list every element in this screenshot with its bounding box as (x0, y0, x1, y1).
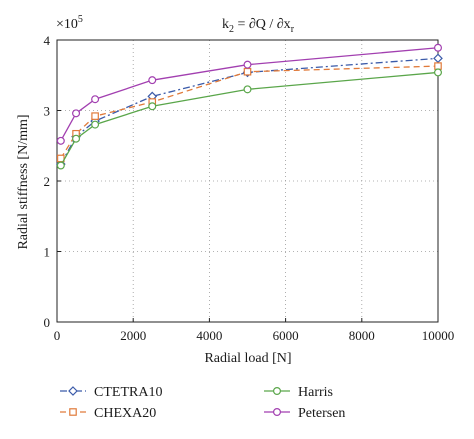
plot-frame (56, 39, 439, 323)
legend-swatch-marker (68, 386, 78, 396)
x-axis-label: Radial load [N] (204, 351, 291, 366)
data-point (434, 68, 443, 77)
x-tick-label: 4000 (196, 328, 222, 343)
y-multiplier-exponent: 5 (78, 14, 83, 25)
data-point (243, 60, 252, 69)
legend-label: CHEXA20 (94, 406, 156, 421)
x-tick-label: 8000 (349, 328, 375, 343)
title-base-subscript: 2 (229, 24, 234, 35)
data-point (56, 136, 65, 145)
grid-lines (57, 40, 438, 322)
legend-swatch-marker (273, 387, 282, 396)
data-point (243, 85, 252, 94)
y-axis-ticks: 0 1 2 3 4 (44, 33, 61, 330)
y-tick-label: 1 (44, 245, 51, 260)
x-tick-label: 6000 (273, 328, 299, 343)
y-multiplier: ×105 (56, 14, 83, 32)
x-axis-ticks: 0 2000 4000 6000 8000 10000 (54, 318, 455, 343)
data-point (91, 95, 100, 104)
y-tick-label: 3 (44, 104, 51, 119)
x-tick-label: 10000 (422, 328, 455, 343)
legend-entry: Harris (264, 385, 333, 400)
series-harris (56, 68, 443, 170)
data-point (243, 67, 252, 76)
y-tick-label: 4 (44, 33, 51, 48)
legend-label: CTETRA10 (94, 385, 162, 400)
title-end-subscript: r (291, 24, 295, 35)
y-multiplier-base: ×10 (56, 17, 78, 32)
chart-title: k2 = ∂Q / ∂xr (222, 17, 295, 35)
y-tick-label: 0 (44, 315, 51, 330)
data-point (91, 120, 100, 129)
legend-entry: CHEXA20 (60, 406, 156, 421)
title-middle: = ∂Q / ∂x (234, 17, 291, 32)
x-tick-label: 0 (54, 328, 61, 343)
y-axis-label: Radial stiffness [N/mm] (16, 114, 31, 249)
series-petersen (56, 43, 443, 145)
series-line (60, 47, 439, 142)
title-base: k (222, 17, 229, 32)
data-point (434, 43, 443, 52)
data-point (56, 161, 65, 170)
legend-swatch-marker (273, 408, 282, 417)
series-line (60, 65, 439, 159)
series-group (55, 43, 443, 170)
legend-label: Harris (298, 385, 333, 400)
data-point (72, 134, 81, 143)
data-point (433, 53, 443, 64)
data-point (148, 102, 157, 111)
y-tick-label: 2 (44, 174, 51, 189)
legend-swatch-marker (69, 408, 77, 416)
data-point (72, 109, 81, 118)
data-point (91, 112, 99, 120)
data-point (148, 76, 157, 85)
data-point (434, 62, 442, 70)
series-line (60, 71, 439, 166)
legend-entry: Petersen (264, 406, 345, 421)
legend-entry: CTETRA10 (60, 385, 162, 400)
legend: CTETRA10 CHEXA20 Harris Petersen (60, 385, 345, 421)
x-tick-label: 2000 (120, 328, 146, 343)
legend-label: Petersen (298, 406, 345, 421)
